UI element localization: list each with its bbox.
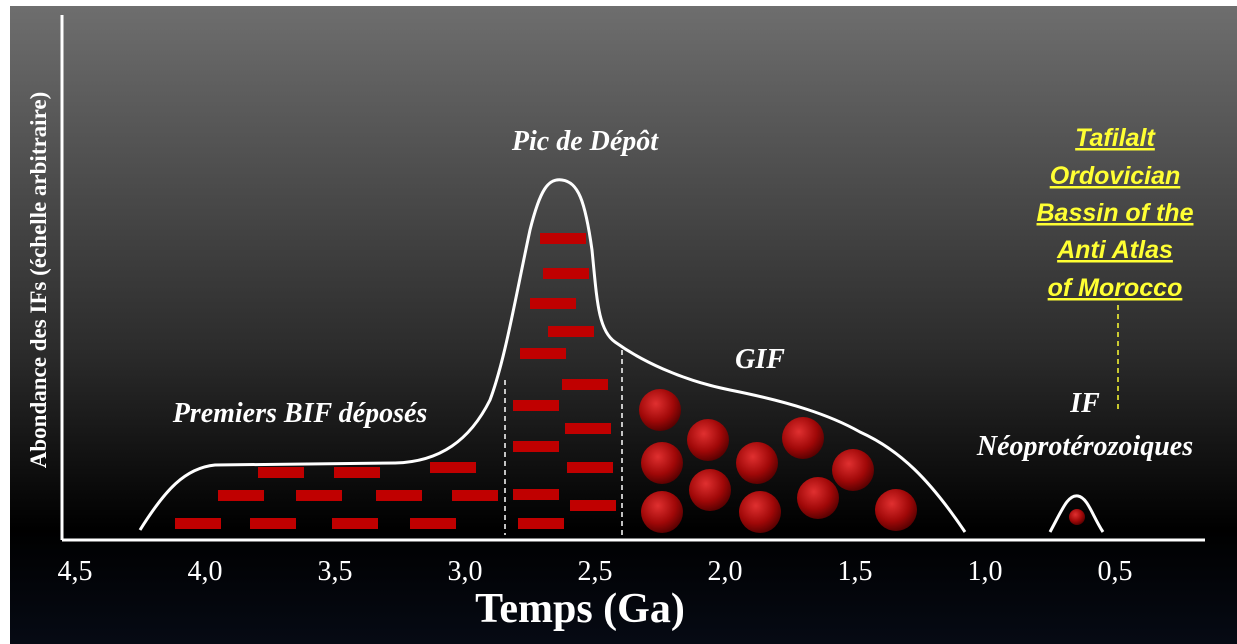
x-tick-label: 3,5	[318, 556, 353, 587]
dash	[332, 518, 378, 529]
sphere	[832, 449, 874, 491]
x-axis-title: Temps (Ga)	[475, 586, 685, 632]
callout-line: Anti Atlas	[1056, 236, 1173, 264]
sphere	[1069, 509, 1085, 525]
callout-line: Ordovician	[1050, 162, 1181, 190]
callout-line: Bassin of the	[1037, 199, 1194, 227]
dash	[540, 233, 586, 244]
dash	[548, 326, 594, 337]
diagram: Pic de Dépôt GIF Premiers BIF déposés IF…	[0, 0, 1237, 644]
sphere	[639, 389, 681, 431]
dash	[513, 489, 559, 500]
dash	[175, 518, 221, 529]
dash	[410, 518, 456, 529]
dash	[296, 490, 342, 501]
dash	[258, 467, 304, 478]
dash	[250, 518, 296, 529]
if-label: IF	[1069, 388, 1100, 419]
dash	[530, 298, 576, 309]
sphere	[797, 477, 839, 519]
dash	[376, 490, 422, 501]
dash	[518, 518, 564, 529]
dash	[543, 268, 589, 279]
dash	[334, 467, 380, 478]
sphere	[875, 489, 917, 531]
first-bif-label: Premiers BIF déposés	[172, 398, 428, 429]
sphere	[736, 442, 778, 484]
callout-line: of Morocco	[1048, 274, 1183, 302]
sphere	[641, 442, 683, 484]
dash	[562, 379, 608, 390]
x-tick-label: 0,5	[1098, 556, 1133, 587]
dash	[520, 348, 566, 359]
sphere	[689, 469, 731, 511]
x-tick-label: 1,5	[838, 556, 873, 587]
y-axis-title: Abondance des IFs (échelle arbitraire)	[26, 92, 51, 468]
x-tick-label: 1,0	[968, 556, 1003, 587]
dash	[513, 441, 559, 452]
dash	[513, 400, 559, 411]
dash	[218, 490, 264, 501]
sphere	[641, 491, 683, 533]
gif-label: GIF	[735, 344, 785, 375]
callout-line: Tafilalt	[1075, 124, 1156, 152]
x-tick-label: 4,0	[188, 556, 223, 587]
dash	[452, 490, 498, 501]
x-tick-label: 2,0	[708, 556, 743, 587]
sphere	[687, 419, 729, 461]
dash	[430, 462, 476, 473]
x-tick-label: 2,5	[578, 556, 613, 587]
dash	[570, 500, 616, 511]
x-tick-label: 4,5	[58, 556, 93, 587]
sphere	[782, 417, 824, 459]
dash	[567, 462, 613, 473]
sphere	[739, 491, 781, 533]
x-tick-label: 3,0	[448, 556, 483, 587]
peak-label: Pic de Dépôt	[511, 126, 659, 157]
dash	[565, 423, 611, 434]
background	[10, 6, 1237, 644]
if-label: Néoprotérozoiques	[976, 431, 1193, 462]
